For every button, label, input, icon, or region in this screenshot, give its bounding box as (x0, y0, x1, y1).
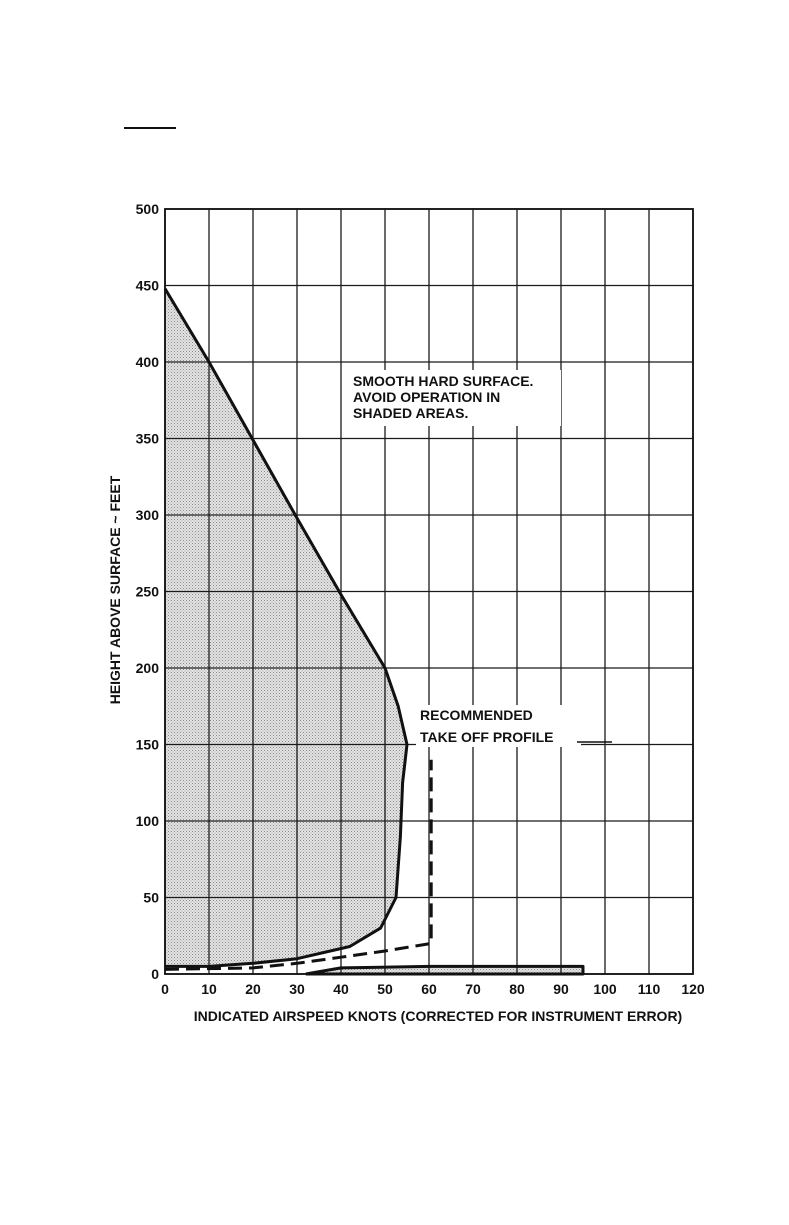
y-tick-label-300: 300 (136, 507, 160, 523)
note-line-3: SHADED AREAS. (353, 405, 468, 421)
x-tick-label-20: 20 (245, 981, 261, 997)
y-tick-label-500: 500 (136, 201, 160, 217)
y-tick-label-350: 350 (136, 431, 160, 447)
curves (163, 287, 585, 976)
y-tick-label-250: 250 (136, 584, 160, 600)
shaded-region-0 (165, 288, 407, 967)
note-line-2: AVOID OPERATION IN (353, 389, 500, 405)
y-tick-label-50: 50 (143, 890, 159, 906)
x-tick-label-70: 70 (465, 981, 481, 997)
take-off-profile-line (164, 759, 433, 971)
y-axis-title: HEIGHT ABOVE SURFACE ~ FEET (107, 475, 123, 704)
grid (164, 208, 694, 975)
y-tick-label-0: 0 (151, 966, 159, 982)
x-tick-label-30: 30 (289, 981, 305, 997)
profile-label-line-1: RECOMMENDED (420, 707, 533, 723)
note-background (349, 370, 561, 426)
avoid-boundary-curve (163, 287, 409, 968)
x-tick-label-80: 80 (509, 981, 525, 997)
y-tick-label-400: 400 (136, 354, 160, 370)
x-tick-label-60: 60 (421, 981, 437, 997)
x-tick-label-0: 0 (161, 981, 169, 997)
x-tick-label-10: 10 (201, 981, 217, 997)
y-tick-label-200: 200 (136, 660, 160, 676)
y-tick-label-100: 100 (136, 813, 160, 829)
profile-label-background (416, 705, 581, 747)
header-rule (124, 127, 176, 129)
profile-label-line-2: TAKE OFF PROFILE (420, 729, 554, 745)
x-tick-label-40: 40 (333, 981, 349, 997)
x-axis-title: INDICATED AIRSPEED KNOTS (CORRECTED FOR … (194, 1008, 682, 1024)
x-tick-label-50: 50 (377, 981, 393, 997)
tick-labels: 0 10 20 30 40 50 60 70 80 90 100 110 120 0 50 100 150 200… (136, 201, 705, 997)
x-tick-label-120: 120 (681, 981, 705, 997)
y-tick-label-150: 150 (136, 737, 160, 753)
low-avoid-boundary-curve (305, 964, 585, 976)
x-tick-label-90: 90 (553, 981, 569, 997)
y-tick-label-450: 450 (136, 278, 160, 294)
note-line-1: SMOOTH HARD SURFACE. (353, 373, 533, 389)
x-tick-label-100: 100 (593, 981, 617, 997)
x-tick-label-110: 110 (638, 981, 661, 997)
